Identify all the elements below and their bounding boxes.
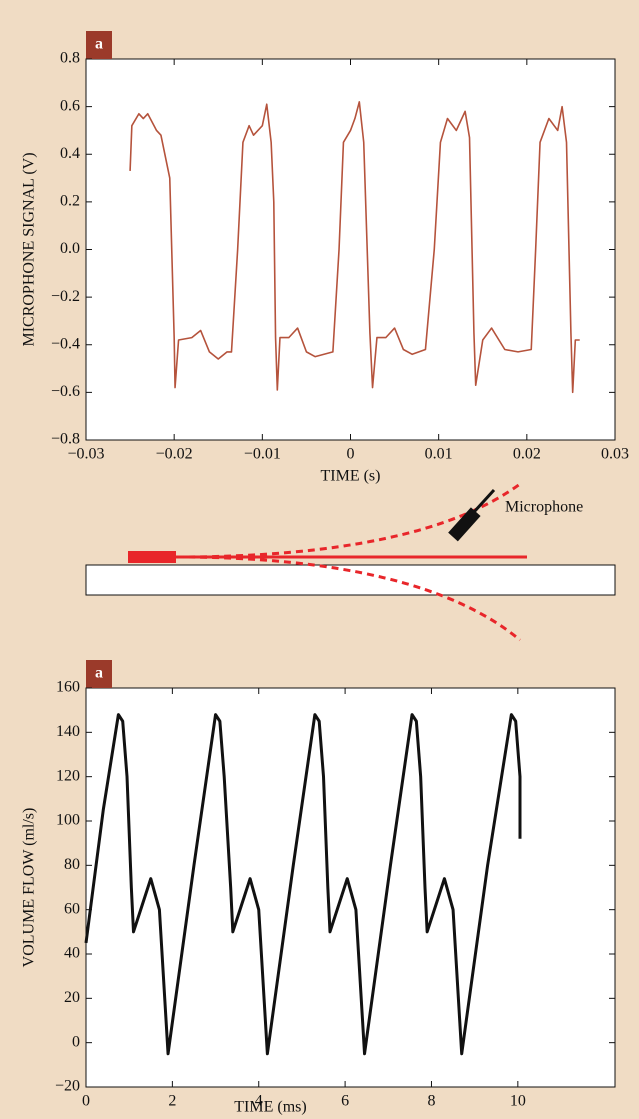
x-tick-label: 2 <box>168 1093 176 1110</box>
panel-label-box <box>86 660 112 688</box>
x-tick-label: 6 <box>341 1093 349 1110</box>
y-tick-label: −20 <box>55 1078 80 1095</box>
y-tick-label: 140 <box>56 723 80 740</box>
y-axis-label: MICROPHONE SIGNAL (V) <box>21 152 38 346</box>
x-axis-label: TIME (ms) <box>234 1099 306 1116</box>
x-tick-label: 0 <box>347 446 355 463</box>
y-tick-label: 20 <box>64 989 80 1006</box>
y-tick-label: 0.6 <box>60 97 80 114</box>
y-tick-label: 0.2 <box>60 193 80 210</box>
reed-diagram: Microphone <box>85 482 616 642</box>
microphone-stem <box>472 488 496 514</box>
y-tick-label: −0.2 <box>51 288 80 305</box>
y-tick-label: 120 <box>56 767 80 784</box>
y-tick-label: −0.4 <box>51 335 80 352</box>
y-tick-label: −0.6 <box>51 383 80 400</box>
data-line <box>84 713 522 1056</box>
x-tick-label: 8 <box>427 1093 435 1110</box>
x-tick-label: 10 <box>510 1093 526 1110</box>
y-tick-label: 0.8 <box>60 50 80 67</box>
reed-lower-path <box>175 555 521 642</box>
x-tick-label: 4 <box>255 1093 263 1110</box>
panel-label: a <box>95 36 103 53</box>
x-tick-label: 0 <box>82 1093 90 1110</box>
y-tick-label: 40 <box>64 945 80 962</box>
clamp <box>128 551 176 563</box>
reed-bar <box>85 564 616 596</box>
x-tick-label: −0.02 <box>156 446 193 463</box>
panel-label: a <box>95 665 103 682</box>
y-tick-label: 0.0 <box>60 240 80 257</box>
y-tick-label: −0.8 <box>51 431 80 448</box>
microphone-label: Microphone <box>505 499 583 516</box>
y-tick-label: 0.4 <box>60 145 80 162</box>
y-tick-label: 60 <box>64 900 80 917</box>
reed-upper-path <box>175 482 521 559</box>
x-tick-label: −0.03 <box>67 446 104 463</box>
x-axis-label: TIME (s) <box>321 468 381 485</box>
x-tick-label: 0.03 <box>601 446 629 463</box>
data-line <box>129 101 580 394</box>
panel-label-box <box>86 31 112 59</box>
y-axis-label: VOLUME FLOW (ml/s) <box>21 808 38 968</box>
microphone-icon <box>448 507 481 542</box>
x-tick-label: 0.01 <box>425 446 453 463</box>
y-tick-label: 0 <box>72 1033 80 1050</box>
x-tick-label: −0.01 <box>244 446 281 463</box>
y-tick-label: 160 <box>56 679 80 696</box>
y-tick-label: 80 <box>64 856 80 873</box>
x-tick-label: 0.02 <box>513 446 541 463</box>
y-tick-label: 100 <box>56 812 80 829</box>
